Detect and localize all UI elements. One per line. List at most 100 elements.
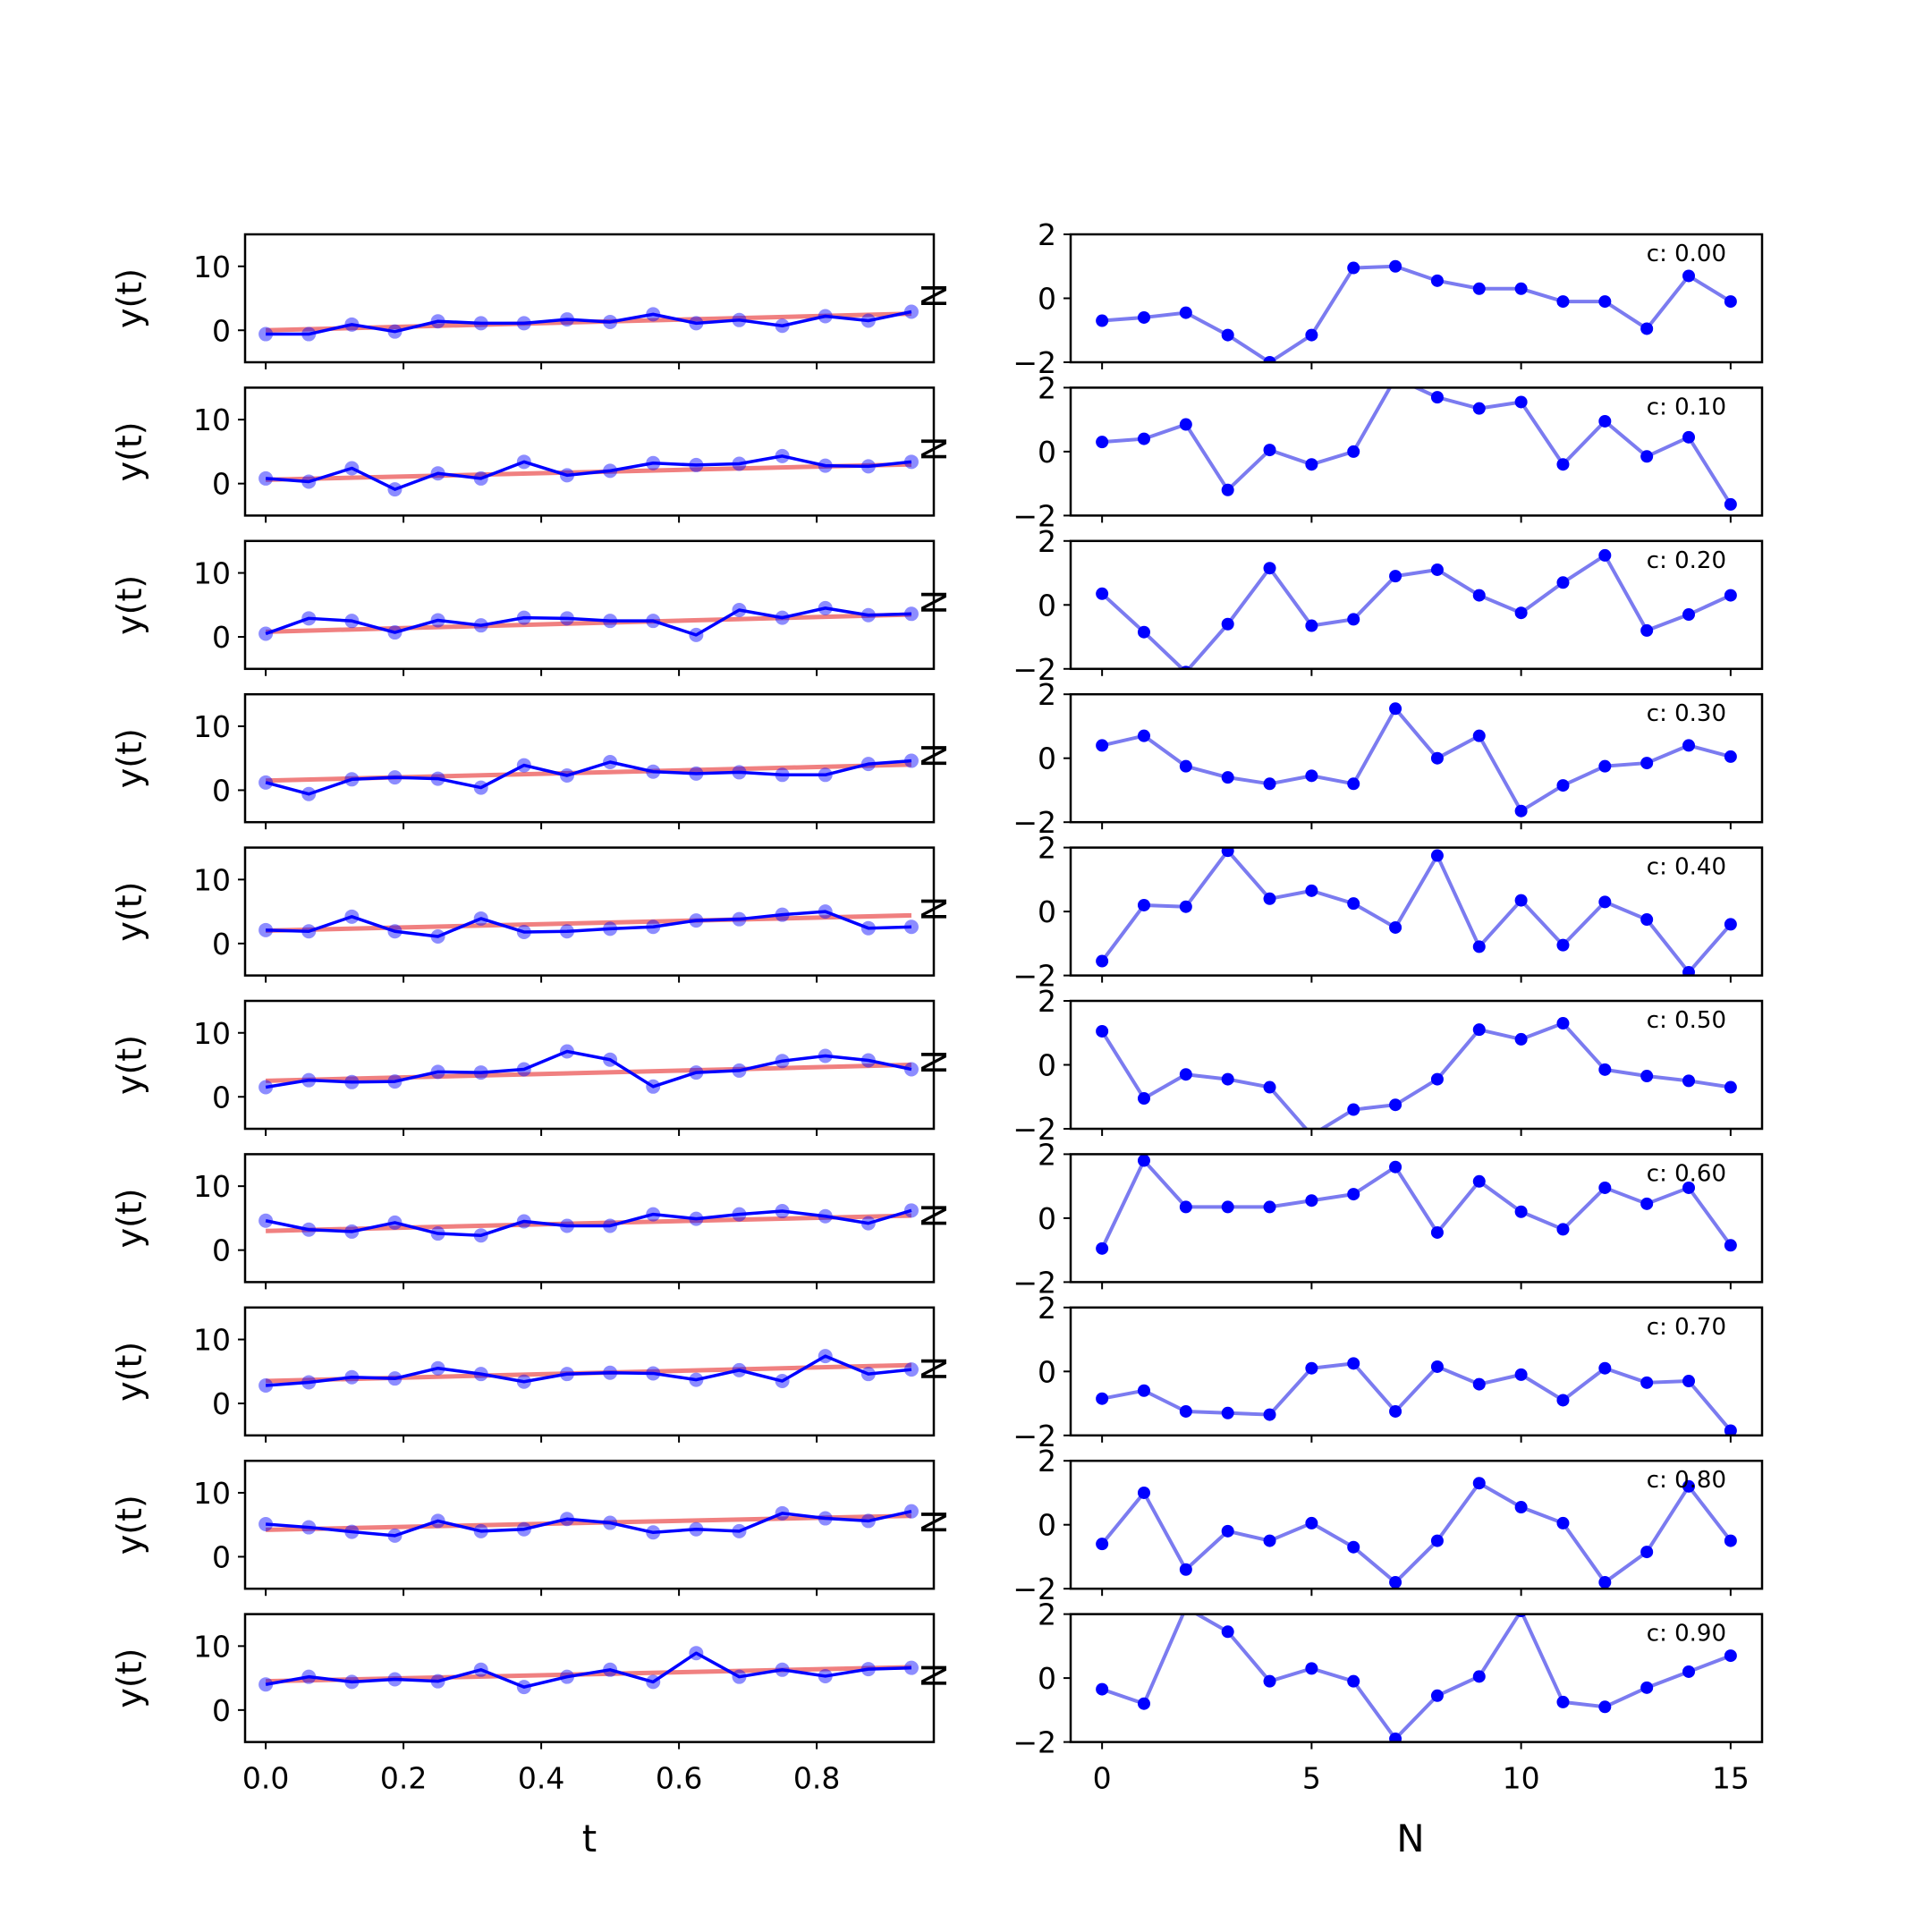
residual-point bbox=[1472, 729, 1486, 742]
residual-point bbox=[1263, 562, 1276, 575]
residual-point bbox=[1598, 1063, 1612, 1076]
y-tick-label: 10 bbox=[193, 402, 231, 437]
residual-line bbox=[1100, 1481, 1733, 1585]
residual-point bbox=[1263, 892, 1276, 905]
right-y-axis-label-fragment: N bbox=[915, 1509, 954, 1534]
residual-point bbox=[1096, 1392, 1109, 1405]
residual-point bbox=[1514, 1032, 1528, 1046]
residual-point bbox=[1389, 1404, 1402, 1418]
y-tick-label: 0 bbox=[1038, 1201, 1056, 1236]
residual-point bbox=[1598, 895, 1612, 909]
left-subplot-8: 0 10 y(t) bbox=[110, 1459, 936, 1597]
residual-point bbox=[1640, 1376, 1654, 1389]
residual-point bbox=[1347, 1674, 1360, 1688]
residual-point bbox=[1179, 306, 1192, 319]
y-tick-label: 0 bbox=[212, 1386, 231, 1421]
residual-point bbox=[1724, 1424, 1737, 1436]
right-subplot-0: −2 0 2 c: 0.00 N bbox=[915, 217, 1764, 380]
y-axis-label: y(t) bbox=[110, 882, 149, 942]
observed-line bbox=[266, 309, 912, 336]
residual-point bbox=[1389, 702, 1402, 716]
y-tick-label: 0 bbox=[1038, 435, 1056, 470]
residual-point bbox=[1179, 1068, 1192, 1081]
left-subplot-9: 0 10 y(t) 0.0 0.2 0.4 0.6 0.8 bbox=[110, 1613, 936, 1796]
x-tick-label: 0.4 bbox=[518, 1761, 564, 1796]
residual-point bbox=[1556, 295, 1570, 309]
residual-point bbox=[1179, 900, 1192, 913]
left-axes-frame bbox=[243, 1306, 936, 1437]
residual-line bbox=[1100, 553, 1732, 669]
left-plot-area-7 bbox=[258, 1349, 919, 1394]
y-tick-label: 2 bbox=[1038, 370, 1056, 405]
residual-point bbox=[1472, 940, 1486, 953]
residual-point bbox=[1556, 576, 1570, 589]
residual-point bbox=[1305, 1194, 1318, 1208]
residual-point bbox=[1598, 1181, 1612, 1194]
residual-point bbox=[1640, 1070, 1654, 1083]
panel-annotation: c: 0.50 bbox=[1647, 1007, 1726, 1034]
panel-annotation: c: 0.00 bbox=[1647, 241, 1726, 267]
residual-line bbox=[1101, 1361, 1733, 1432]
y-tick-label: 2 bbox=[1038, 1137, 1056, 1172]
residual-point bbox=[1514, 1368, 1528, 1381]
residual-point bbox=[1724, 295, 1737, 309]
y-tick-label: 10 bbox=[193, 1629, 231, 1664]
residual-point bbox=[1430, 1534, 1444, 1547]
residual-point bbox=[1096, 1024, 1109, 1038]
trend-line bbox=[266, 912, 912, 934]
residual-point bbox=[1640, 322, 1654, 335]
right-subplot-2: −2 0 2 c: 0.20 N bbox=[915, 524, 1764, 687]
residual-point bbox=[1514, 606, 1528, 620]
y-tick-label: 0 bbox=[1038, 282, 1056, 317]
residual-point bbox=[1472, 1377, 1486, 1391]
y-tick-label: −2 bbox=[1013, 345, 1056, 380]
residual-point bbox=[1724, 750, 1737, 763]
residual-point bbox=[1556, 458, 1570, 471]
left-axes-frame bbox=[243, 1153, 936, 1284]
residual-point bbox=[1221, 1625, 1234, 1639]
residual-point bbox=[1514, 1501, 1528, 1514]
residual-point bbox=[1389, 259, 1402, 273]
left-subplot-5: 0 10 y(t) bbox=[110, 999, 936, 1136]
residual-point bbox=[1137, 625, 1150, 639]
residual-point bbox=[1724, 589, 1737, 602]
residual-point bbox=[1724, 1239, 1737, 1252]
residual-point bbox=[1096, 436, 1109, 449]
right-subplot-4: −2 0 2 c: 0.40 N bbox=[915, 831, 1764, 994]
residual-point bbox=[1682, 1375, 1696, 1388]
residual-point bbox=[1347, 1103, 1360, 1116]
trend-line bbox=[266, 1063, 912, 1083]
y-axis-label: y(t) bbox=[110, 268, 149, 328]
right-panel-column: −2 0 2 c: 0.00 N −2 0 2 c: 0.10 N −2 0 2 c: 0.20 N −2 0 2… bbox=[915, 217, 1764, 1796]
residual-point bbox=[1305, 1361, 1318, 1375]
y-axis-label: y(t) bbox=[110, 1188, 149, 1248]
right-subplot-9: −2 0 2 0 5 10 15 c: 0.90 N bbox=[915, 1597, 1764, 1796]
y-tick-label: −2 bbox=[1013, 805, 1056, 840]
right-plot-area-3 bbox=[1096, 702, 1737, 818]
residual-point bbox=[1598, 548, 1612, 562]
residual-point bbox=[1179, 1563, 1192, 1576]
residual-point bbox=[1137, 432, 1150, 445]
left-plot-area-0 bbox=[258, 304, 919, 342]
residual-point bbox=[1556, 1695, 1570, 1708]
residual-point bbox=[1640, 1197, 1654, 1210]
residual-point bbox=[1263, 444, 1276, 457]
residual-point bbox=[1096, 314, 1109, 327]
residual-point bbox=[1472, 402, 1486, 415]
residual-point bbox=[1389, 1160, 1402, 1174]
residual-point bbox=[1179, 1404, 1192, 1418]
residual-point bbox=[1556, 1017, 1570, 1030]
panel-annotation: c: 0.30 bbox=[1647, 700, 1726, 727]
residual-point bbox=[1137, 1697, 1150, 1710]
residual-point bbox=[1179, 418, 1192, 431]
y-tick-label: −2 bbox=[1013, 1419, 1056, 1453]
residual-point bbox=[1430, 751, 1444, 765]
y-tick-label: 0 bbox=[1038, 588, 1056, 623]
residual-point bbox=[1389, 1733, 1402, 1742]
y-tick-label: 2 bbox=[1038, 217, 1056, 252]
residual-point bbox=[1682, 1074, 1696, 1088]
residual-point bbox=[1598, 414, 1612, 428]
panel-annotation: c: 0.40 bbox=[1647, 854, 1726, 881]
